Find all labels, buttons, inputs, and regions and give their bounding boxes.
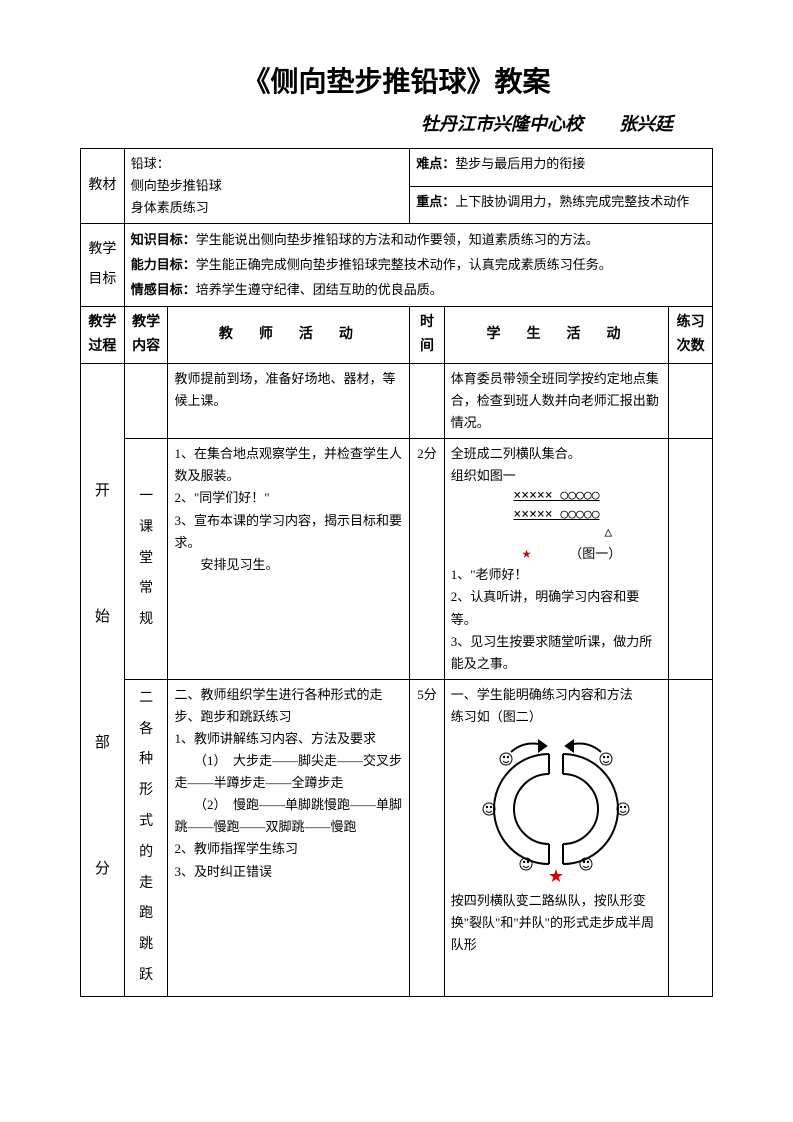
- count2: [669, 679, 713, 996]
- difficulty-label: 难点：: [416, 156, 455, 171]
- content2: 二 各 种 形 式 的 走 跑 跳 跃: [124, 679, 168, 996]
- content1: 一 课 堂 常 规: [124, 439, 168, 680]
- header-student: 学 生 活 动: [444, 307, 668, 364]
- document-subtitle: 牡丹江市兴隆中心校 张兴廷: [80, 110, 713, 136]
- count0: [669, 363, 713, 438]
- key-cell: 重点：上下肢协调用力，熟练完成完整技术动作: [410, 186, 713, 224]
- goal-l3a: 情感目标：: [131, 282, 196, 297]
- header-content: 教学内容: [124, 307, 168, 364]
- key-label: 重点：: [416, 194, 455, 209]
- formation-diagram: ××××× ○○○○○ ××××× ○○○○○ △ ★ （图一）: [451, 487, 662, 564]
- difficulty-cell: 难点：垫步与最后用力的衔接: [410, 149, 713, 187]
- student1b: 1、"老师好！ 2、认真听讲，明确学习内容和要等。 3、见习生按要求随堂听课，做…: [451, 564, 662, 674]
- time1: 2分: [410, 439, 445, 680]
- goal-l2b: 学生能正确完成侧向垫步推铅球完整技术动作，认真完成素质练习任务。: [196, 257, 612, 272]
- student1: 全班成二列横队集合。 组织如图一 ××××× ○○○○○ ××××× ○○○○○…: [444, 439, 668, 680]
- student1a: 全班成二列横队集合。 组织如图一: [451, 443, 662, 487]
- star-icon: ★: [522, 543, 532, 562]
- label-goal: 教学目标: [81, 224, 125, 307]
- student2: 一、学生能明确练习内容和方法 练习如（图二）: [444, 679, 668, 996]
- section-side: 开 始 部 分: [81, 363, 125, 996]
- count1: [669, 439, 713, 680]
- student2a: 一、学生能明确练习内容和方法 练习如（图二）: [451, 684, 662, 728]
- header-process: 教学过程: [81, 307, 125, 364]
- goal-cell: 知识目标：学生能说出侧向垫步推铅球的方法和动作要领，知道素质练习的方法。 能力目…: [124, 224, 712, 307]
- formation-diagram-2: ★: [471, 734, 641, 884]
- fig1-label: （图一）: [569, 547, 621, 562]
- goal-l1b: 学生能说出侧向垫步推铅球的方法和动作要领，知道素质练习的方法。: [196, 232, 599, 247]
- goal-l2a: 能力目标：: [131, 257, 196, 272]
- teacher0: 教师提前到场，准备好场地、器材，等候上课。: [168, 363, 410, 438]
- difficulty-text: 垫步与最后用力的衔接: [455, 156, 585, 171]
- material-text: 铅球： 侧向垫步推铅球 身体素质练习: [124, 149, 409, 224]
- document-title: 《侧向垫步推铅球》教案: [80, 60, 713, 100]
- label-material: 教材: [81, 149, 125, 224]
- time0: [410, 363, 445, 438]
- header-time: 时间: [410, 307, 445, 364]
- teacher1: 1、在集合地点观察学生，并检查学生人数及服装。 2、"同学们好！" 3、宣布本课…: [168, 439, 410, 680]
- goal-l3b: 培养学生遵守纪律、团结互助的优良品质。: [196, 282, 443, 297]
- key-text: 上下肢协调用力，熟练完成完整技术动作: [455, 194, 689, 209]
- header-count: 练习次数: [669, 307, 713, 364]
- time2: 5分: [410, 679, 445, 996]
- student2b: 按四列横队变二路纵队，按队形变换"裂队"和"并队"的形式走步成半周队形: [451, 890, 662, 956]
- formation-triangle: △: [451, 524, 662, 542]
- page: 《侧向垫步推铅球》教案 牡丹江市兴隆中心校 张兴廷 教材 铅球： 侧向垫步推铅球…: [0, 0, 793, 1122]
- formation-row1: ××××× ○○○○○: [451, 487, 662, 505]
- formation-row2: ××××× ○○○○○: [451, 506, 662, 524]
- student0: 体育委员带领全班同学按约定地点集合，检查到班人数并向老师汇报出勤情况。: [444, 363, 668, 438]
- content-blank: [124, 363, 168, 438]
- header-teacher: 教 师 活 动: [168, 307, 410, 364]
- star-icon-2: ★: [548, 866, 564, 884]
- teacher2: 二、教师组织学生进行各种形式的走步、跑步和跳跃练习 1、教师讲解练习内容、方法及…: [168, 679, 410, 996]
- lesson-plan-table: 教材 铅球： 侧向垫步推铅球 身体素质练习 难点：垫步与最后用力的衔接 重点：上…: [80, 148, 713, 997]
- goal-l1a: 知识目标：: [131, 232, 196, 247]
